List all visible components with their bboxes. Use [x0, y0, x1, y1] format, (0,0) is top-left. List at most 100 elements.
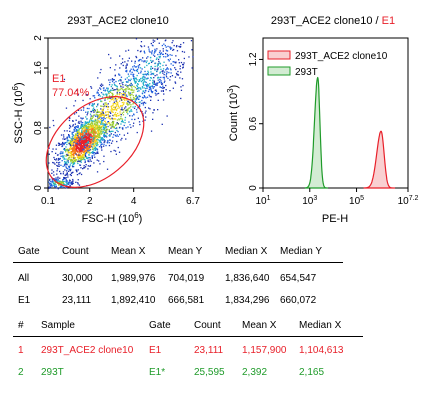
scatter-point: [83, 151, 85, 153]
scatter-point: [153, 86, 155, 88]
scatter-point: [127, 88, 129, 90]
scatter-point: [113, 134, 115, 136]
scatter-point: [84, 161, 86, 164]
scatter-point: [115, 85, 117, 87]
scatter-point: [104, 124, 107, 126]
scatter-point: [190, 40, 193, 42]
scatter-point: [112, 97, 114, 99]
scatter-point: [94, 123, 96, 125]
scatter-point: [90, 130, 92, 132]
scatter-point: [84, 166, 87, 168]
scatter-point: [116, 86, 118, 88]
scatter-title: 293T_ACE2 clone10: [67, 15, 169, 27]
scatter-point: [84, 149, 86, 151]
scatter-point: [110, 133, 112, 135]
scatter-point: [62, 173, 64, 175]
scatter-point: [53, 184, 55, 186]
scatter-point: [116, 99, 118, 101]
scatter-point: [68, 156, 71, 159]
scatter-point: [52, 180, 54, 182]
scatter-point: [151, 51, 153, 53]
scatter-point: [78, 144, 80, 146]
scatter-point: [78, 140, 81, 142]
scatter-point: [165, 49, 167, 51]
scatter-point: [125, 109, 127, 111]
scatter-point: [109, 100, 111, 103]
scatter-point: [139, 67, 142, 69]
scatter-point: [68, 134, 70, 136]
scatter-point: [96, 141, 99, 143]
scatter-point: [70, 140, 72, 143]
scatter-point: [132, 73, 134, 75]
scatter-point: [78, 173, 80, 175]
scatter-point: [110, 91, 112, 93]
scatter-point: [127, 104, 129, 106]
scatter-point: [145, 74, 148, 76]
scatter-point: [157, 99, 159, 101]
scatter-point: [150, 71, 152, 73]
scatter-point: [94, 149, 96, 151]
scatter-point: [150, 56, 152, 59]
histogram-axes: 101 103 105 107.200.61.2: [248, 52, 419, 207]
gate-e1-ellipse[interactable]: [29, 78, 161, 205]
scatter-point: [95, 144, 98, 147]
scatter-point: [106, 114, 108, 116]
scatter-point: [83, 144, 86, 146]
scatter-point: [65, 163, 67, 165]
scatter-point: [124, 107, 126, 109]
scatter-point: [143, 101, 145, 103]
scatter-point: [162, 99, 165, 101]
scatter-point: [147, 90, 150, 93]
scatter-point: [151, 73, 153, 75]
scatter-point: [99, 141, 101, 143]
scatter-point: [127, 49, 130, 51]
scatter-point: [71, 148, 73, 150]
scatter-point: [85, 141, 87, 143]
scatter-point: [168, 71, 170, 74]
scatter-point: [86, 127, 88, 130]
scatter-point: [72, 166, 74, 168]
scatter-point: [143, 84, 145, 87]
scatter-point: [70, 144, 72, 147]
scatter-point: [164, 44, 166, 47]
scatter-point: [131, 89, 133, 91]
scatter-point: [136, 74, 138, 77]
scatter-point: [67, 160, 69, 162]
scatter-point: [69, 170, 72, 172]
scatter-point: [104, 104, 106, 106]
scatter-point: [88, 134, 90, 136]
scatter-point: [137, 98, 140, 100]
scatter-point: [97, 130, 99, 132]
scatter-point: [91, 109, 94, 112]
scatter-point: [147, 74, 150, 76]
scatter-point: [69, 185, 71, 187]
scatter-point: [121, 107, 123, 109]
scatter-point: [97, 114, 99, 116]
scatter-point: [120, 85, 122, 87]
scatter-point: [110, 142, 113, 144]
gate-table-header: Gate: [18, 246, 40, 257]
scatter-point: [77, 126, 79, 128]
scatter-point: [116, 93, 118, 95]
scatter-point: [90, 111, 93, 113]
scatter-point: [87, 136, 89, 139]
scatter-point: [103, 133, 105, 136]
scatter-point: [71, 141, 74, 143]
scatter-point: [65, 187, 68, 189]
scatter-point: [79, 172, 81, 174]
scatter-point: [135, 81, 137, 83]
scatter-point: [67, 176, 69, 178]
scatter-point: [97, 121, 99, 123]
scatter-point: [100, 114, 102, 117]
scatter-point: [153, 81, 156, 83]
scatter-point: [166, 50, 168, 52]
scatter-point: [93, 135, 95, 137]
scatter-point: [98, 114, 101, 116]
scatter-point: [64, 149, 66, 151]
scatter-point: [74, 148, 76, 150]
scatter-point: [153, 109, 155, 111]
sample-table-header: Median X: [299, 320, 342, 331]
scatter-point: [63, 178, 65, 180]
scatter-point: [94, 135, 97, 138]
scatter-point: [97, 117, 99, 119]
